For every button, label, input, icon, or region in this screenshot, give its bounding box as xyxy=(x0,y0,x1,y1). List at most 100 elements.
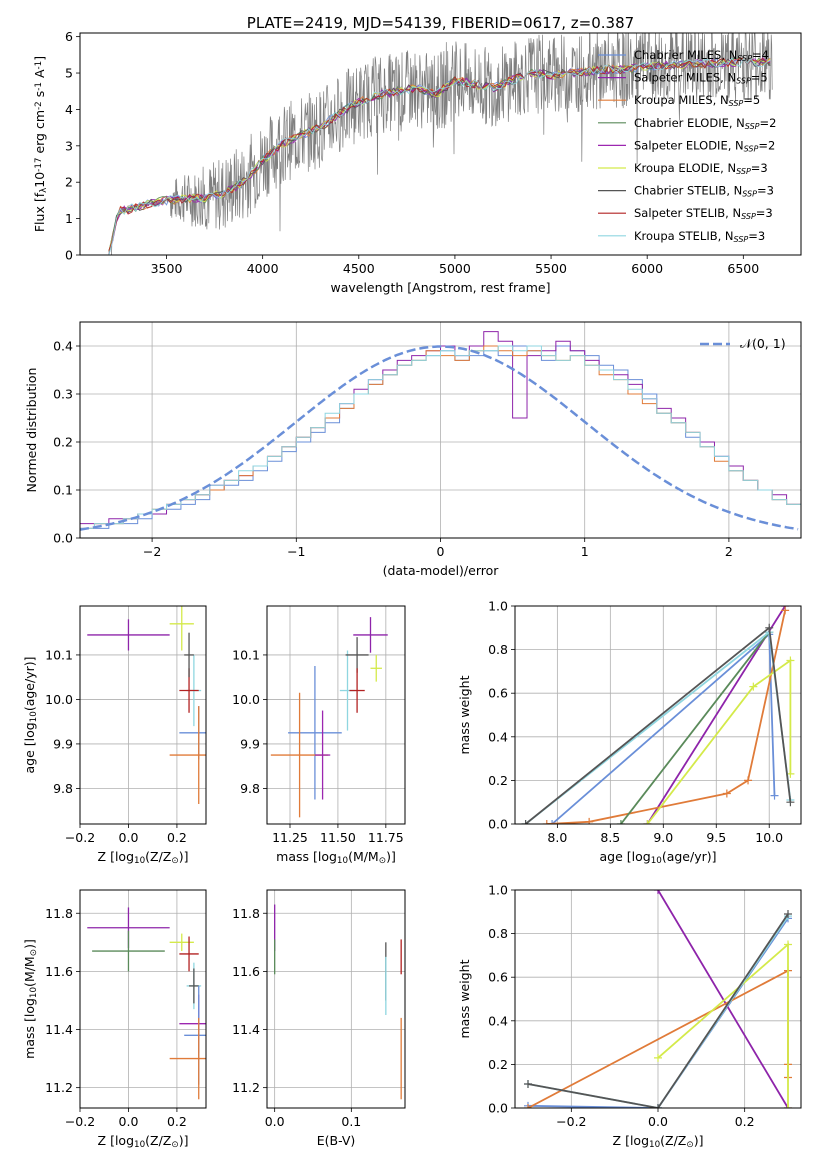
tick-label-y: 2 xyxy=(65,175,73,190)
tick-label-x: 0.0 xyxy=(265,1114,285,1129)
tick-label-x: −0.2 xyxy=(556,1114,586,1129)
tick-label-y: 0.3 xyxy=(53,387,73,402)
tick-label-x: 3500 xyxy=(151,261,183,276)
tick-label-y: 0.0 xyxy=(488,817,508,832)
axes-frame xyxy=(266,889,406,1109)
weight-point xyxy=(654,1053,662,1062)
weight-point xyxy=(654,890,662,894)
tick-label-y: 11.8 xyxy=(45,906,73,921)
legend-label: Salpeter MILES, NSSP=5 xyxy=(634,71,768,86)
weight-point xyxy=(749,682,758,691)
legend-label: Chabrier ELODIE, NSSP=2 xyxy=(634,116,776,131)
legend-label: Chabrier STELIB, NSSP=3 xyxy=(634,184,774,199)
chart-spectrum: PLATE=2419, MJD=54139, FIBERID=0617, z=0… xyxy=(32,14,802,295)
weight-point xyxy=(784,940,792,949)
tick-label-x: 0 xyxy=(437,544,445,559)
weight-point xyxy=(524,1080,532,1089)
plot-area xyxy=(270,617,388,818)
plot-area xyxy=(274,904,402,1100)
chart-age-vs-Z: −0.2 0.0 0.2 9.8 9.9 10.0 10.1 Z [log10​(Z/Z⊙​)… xyxy=(22,605,207,866)
weight-point xyxy=(524,1104,532,1108)
model-line-8 xyxy=(108,57,771,255)
tick-label-x: 11.25 xyxy=(272,830,308,845)
tick-label-y: 0.0 xyxy=(488,1101,508,1116)
tick-label-x: 2 xyxy=(725,544,733,559)
x-axis-label: mass [log10​(M/M⊙​)] xyxy=(276,849,396,866)
x-axis-label: Z [log10​(Z/Z⊙​)] xyxy=(613,1133,704,1150)
tick-label-y: 10.1 xyxy=(232,647,260,662)
legend-label: Kroupa ELODIE, NSSP=3 xyxy=(634,161,768,176)
axes-frame xyxy=(266,605,406,825)
x-axis-label: (data-model)/error xyxy=(383,563,500,578)
tick-label-y: 11.4 xyxy=(45,1022,73,1037)
y-axis-label: age [log10​(age/yr)] xyxy=(22,656,39,773)
model-line-1 xyxy=(108,56,771,252)
tick-label-y: 11.6 xyxy=(232,964,260,979)
y-axis-label: mass [log10​(M/M⊙​)] xyxy=(22,939,39,1059)
plot-area xyxy=(87,907,206,1100)
weight-point xyxy=(616,820,625,824)
x-axis-label: Z [log10​(Z/Z⊙​)] xyxy=(98,1133,189,1150)
tick-label-x: 11.75 xyxy=(368,830,404,845)
axes-frame xyxy=(79,889,207,1109)
model-line-6 xyxy=(108,57,771,255)
tick-label-y: 0.6 xyxy=(488,970,508,985)
tick-label-y: 6 xyxy=(65,29,73,44)
tick-label-x: 5000 xyxy=(439,261,471,276)
legend-label: Chabrier MILES, NSSP=4 xyxy=(634,48,769,63)
weight-line-3 xyxy=(620,631,770,824)
chart-massweight-vs-age: 8.0 8.5 9.0 9.5 10.0 0.0 0.2 0.4 0.6 0.8 1.0 age [l… xyxy=(457,599,802,866)
weight-line-3 xyxy=(657,942,789,1108)
tick-label-y: 10.0 xyxy=(232,692,260,707)
tick-label-x: 9.5 xyxy=(706,830,726,845)
tick-label-y: 0.8 xyxy=(488,926,508,941)
tick-label-x: 0.1 xyxy=(341,1114,361,1129)
tick-label-x: 10.0 xyxy=(755,830,783,845)
chart-title: PLATE=2419, MJD=54139, FIBERID=0617, z=0… xyxy=(247,14,634,32)
tick-label-x: 0.0 xyxy=(648,1114,668,1129)
tick-label-y: 5 xyxy=(65,66,73,81)
normal-curve xyxy=(80,345,799,531)
weight-line-2 xyxy=(546,610,786,824)
model-line-5 xyxy=(108,57,771,252)
tick-label-x: 0.2 xyxy=(735,1114,755,1129)
tick-label-y: 11.2 xyxy=(45,1080,73,1095)
plot-area xyxy=(524,890,792,1108)
weight-point xyxy=(744,776,753,785)
tick-label-x: 0.2 xyxy=(167,1114,187,1129)
weight-point xyxy=(770,791,779,800)
axes-frame xyxy=(79,605,207,825)
tick-label-x: 4500 xyxy=(343,261,375,276)
weight-point xyxy=(548,820,557,824)
x-axis-label: age [log10​(age/yr)] xyxy=(599,849,716,866)
plot-area xyxy=(87,606,206,804)
chart-massweight-vs-Z: −0.2 0.0 0.2 0.0 0.2 0.4 0.6 0.8 1.0 Z [log10​(Z/… xyxy=(457,883,802,1150)
plot-area xyxy=(80,331,801,538)
tick-label-y: 1.0 xyxy=(488,599,508,614)
tick-label-y: 11.6 xyxy=(45,964,73,979)
y-axis-label: Normed distribution xyxy=(24,368,39,493)
chart-residuals: 𝒩(0, 1) −2 −1 0 1 2 0.0 0.1 0.2 0.3 0.4 (data-model… xyxy=(24,321,802,578)
tick-label-y: 1.0 xyxy=(488,883,508,898)
tick-label-y: 1 xyxy=(65,211,73,226)
tick-label-x: 5500 xyxy=(535,261,567,276)
tick-label-y: 10.0 xyxy=(45,692,73,707)
tick-label-x: 4000 xyxy=(247,261,279,276)
weight-point xyxy=(781,606,790,615)
tick-label-y: 0.4 xyxy=(488,729,508,744)
legend-label: Kroupa MILES, NSSP=5 xyxy=(634,93,760,108)
tick-label-x: 0.2 xyxy=(167,830,187,845)
weight-point xyxy=(585,817,594,824)
tick-label-y: 4 xyxy=(65,102,73,117)
plot-area xyxy=(521,606,795,824)
tick-label-x: −0.2 xyxy=(65,1114,95,1129)
x-axis-label: wavelength [Angstrom, rest frame] xyxy=(330,280,550,295)
weight-point xyxy=(786,798,795,807)
chart-mass-vs-ebv: 0.0 0.1 11.2 11.4 11.6 11.8 E(B-V) xyxy=(232,889,406,1148)
axes-frame xyxy=(79,32,802,256)
x-axis-label: Z [log10​(Z/Z⊙​)] xyxy=(98,849,189,866)
tick-label-y: 0.6 xyxy=(488,686,508,701)
tick-label-y: 0.1 xyxy=(53,483,73,498)
chart-age-vs-mass: 11.25 11.50 11.75 9.8 9.9 10.0 10.1 mass [log10… xyxy=(232,605,406,866)
tick-label-x: 9.0 xyxy=(653,830,673,845)
